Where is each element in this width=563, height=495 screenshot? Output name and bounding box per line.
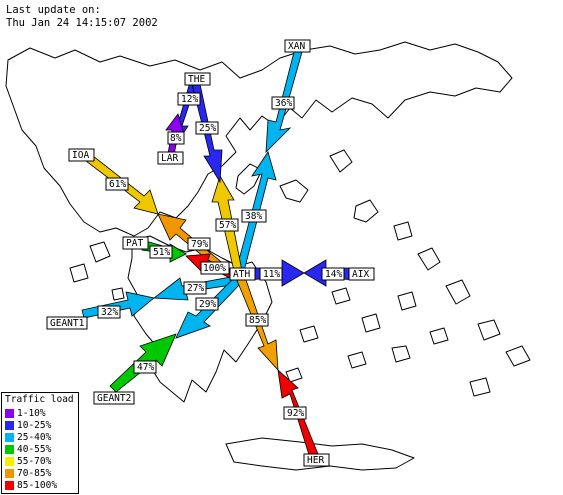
node-labels: XAN THE LAR IOA PAT ATH AIX GEANT1 GEANT… [46,39,375,467]
last-update-label: Last update on: [6,4,101,16]
legend-label: 70-85% [17,467,52,479]
svg-text:79%: 79% [191,239,208,250]
last-update-timestamp: Thu Jan 24 14:15:07 2002 [6,17,158,29]
svg-text:27%: 27% [187,283,204,294]
svg-text:100%: 100% [203,263,226,274]
svg-text:47%: 47% [137,362,154,373]
svg-text:GEANT1: GEANT1 [50,318,85,329]
svg-text:51%: 51% [153,247,170,258]
legend-swatch [5,432,14,442]
svg-text:8%: 8% [170,133,182,144]
legend-label: 85-100% [17,479,58,491]
legend-label: 55-70% [17,455,52,467]
legend-label: 25-40% [17,431,52,443]
svg-text:61%: 61% [109,179,126,190]
load-label-ath-ioa: 79% [187,237,211,251]
node-aix: AIX [348,267,375,281]
svg-text:LAR: LAR [161,153,178,164]
legend-item: 55-70% [2,455,78,467]
legend-swatch [5,468,14,478]
load-label-ath-xan: 38% [241,209,267,223]
load-label-lar-the: 8% [167,131,185,145]
legend-item: 70-85% [2,467,78,479]
svg-text:11%: 11% [263,269,280,280]
legend-item: 1-10% [2,407,78,419]
load-label-ath-geant2: 29% [195,297,219,311]
node-lar: LAR [157,151,184,165]
load-labels: 38% 36% 12% 8% 57% 25% 61% 79% 51% 100% … [97,92,345,420]
load-label-the-lar: 12% [177,92,201,106]
legend-swatch [5,444,14,454]
load-label-ath-the: 57% [215,218,239,232]
svg-text:THE: THE [188,74,205,85]
svg-text:GEANT2: GEANT2 [97,393,131,404]
load-label-xan-ath: 36% [271,96,295,110]
svg-text:57%: 57% [219,220,236,231]
load-label-geant2-ath: 47% [133,360,157,374]
legend-swatch [5,456,14,466]
coastline [5,41,531,471]
legend-label: 10-25% [17,419,52,431]
node-her: HER [303,453,330,467]
node-the: THE [184,72,211,86]
load-label-ioa-ath: 61% [105,177,129,191]
svg-text:PAT: PAT [126,238,143,249]
node-pat: PAT [122,236,149,250]
legend-swatch [5,480,14,490]
node-ioa: IOA [68,148,95,162]
node-geant2: GEANT2 [93,391,135,405]
svg-text:IOA: IOA [72,150,89,161]
svg-text:12%: 12% [181,94,198,105]
svg-text:92%: 92% [287,408,304,419]
load-label-ath-her: 85% [245,313,269,327]
legend-item: 25-40% [2,431,78,443]
legend-item: 85-100% [2,479,78,491]
load-label-aix-ath: 14% [321,267,345,281]
load-label-ath-geant1: 27% [183,281,207,295]
node-geant1: GEANT1 [46,316,88,330]
svg-text:36%: 36% [275,98,292,109]
last-update-header: Last update on: Thu Jan 24 14:15:07 2002 [6,4,158,30]
svg-text:14%: 14% [325,269,342,280]
svg-text:85%: 85% [249,315,266,326]
svg-text:25%: 25% [199,123,216,134]
legend-label: 40-55% [17,443,52,455]
node-ath: ATH [229,267,256,281]
svg-text:AIX: AIX [352,269,369,280]
svg-text:ATH: ATH [233,269,250,280]
node-xan: XAN [284,39,311,53]
svg-text:32%: 32% [101,307,118,318]
legend-swatch [5,408,14,418]
load-label-her-ath: 92% [283,406,307,420]
load-label-ath-pat: 100% [200,261,230,275]
load-label-ath-aix: 11% [259,267,283,281]
load-label-pat-ath: 51% [149,245,173,259]
svg-text:38%: 38% [245,211,262,222]
svg-text:XAN: XAN [288,41,305,52]
legend-item: 40-55% [2,443,78,455]
svg-text:HER: HER [307,455,324,466]
legend-title: Traffic load [5,394,74,405]
svg-text:29%: 29% [199,299,216,310]
load-label-geant1-ath: 32% [97,305,121,319]
traffic-load-legend: Traffic load 1-10% 10-25% 25-40% 40-55% … [1,392,79,494]
legend-label: 1-10% [17,407,46,419]
load-label-the-ath: 25% [195,121,219,135]
legend-swatch [5,420,14,430]
legend-item: 10-25% [2,419,78,431]
